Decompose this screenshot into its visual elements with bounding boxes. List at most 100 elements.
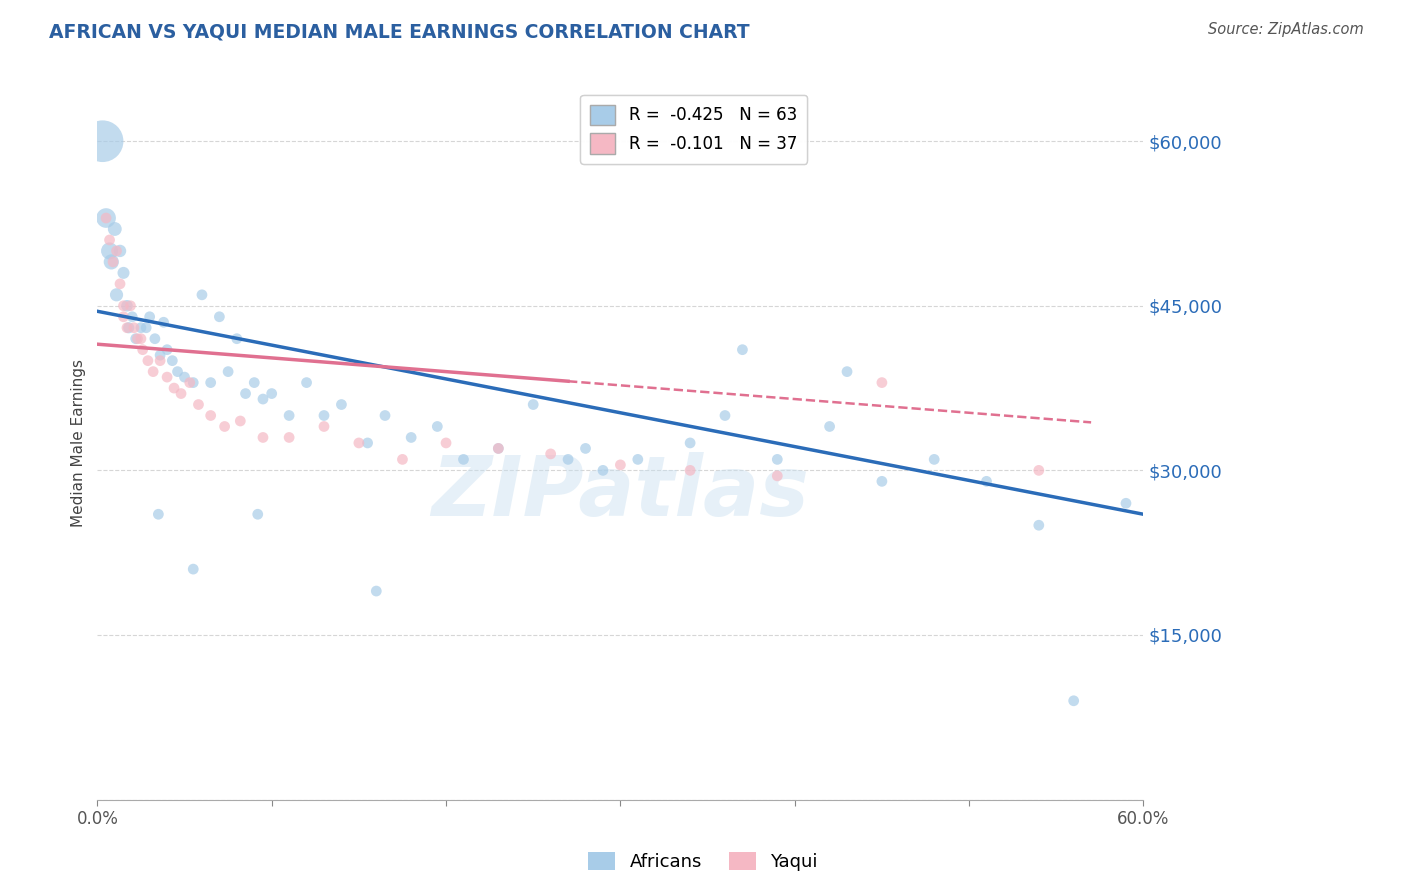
Point [105, 288, 128, 302]
Point [434, 436, 457, 450]
Point [557, 452, 579, 467]
Point [101, 255, 124, 269]
Point [181, 562, 204, 576]
Point [870, 376, 893, 390]
Point [252, 430, 274, 444]
Point [108, 277, 131, 291]
Point [540, 447, 562, 461]
Point [200, 409, 222, 423]
Point [399, 430, 422, 444]
Text: AFRICAN VS YAQUI MEDIAN MALE EARNINGS CORRELATION CHART: AFRICAN VS YAQUI MEDIAN MALE EARNINGS CO… [49, 22, 749, 41]
Point [766, 468, 789, 483]
Point [163, 381, 186, 395]
Point [766, 452, 789, 467]
Point [98, 244, 121, 258]
Point [679, 436, 702, 450]
Point [330, 398, 353, 412]
Point [170, 386, 193, 401]
Point [229, 414, 252, 428]
Point [252, 392, 274, 406]
Point [131, 343, 153, 357]
Point [135, 320, 157, 334]
Point [679, 463, 702, 477]
Point [453, 452, 475, 467]
Point [108, 244, 131, 258]
Point [104, 222, 127, 236]
Point [312, 419, 335, 434]
Point [94, 211, 117, 225]
Point [356, 436, 378, 450]
Point [347, 436, 370, 450]
Point [115, 320, 138, 334]
Point [1028, 518, 1050, 533]
Point [129, 320, 152, 334]
Point [173, 370, 195, 384]
Text: ZIPatlas: ZIPatlas [432, 452, 810, 533]
Point [162, 353, 184, 368]
Point [486, 442, 509, 456]
Point [100, 255, 122, 269]
Point [122, 320, 145, 334]
Point [181, 376, 204, 390]
Point [156, 343, 179, 357]
Point [391, 452, 413, 467]
Point [835, 365, 858, 379]
Point [200, 376, 222, 390]
Point [922, 452, 945, 467]
Point [208, 310, 231, 324]
Point [217, 365, 239, 379]
Point [522, 398, 544, 412]
Point [818, 419, 841, 434]
Point [105, 244, 128, 258]
Point [574, 442, 596, 456]
Y-axis label: Median Male Earnings: Median Male Earnings [72, 359, 86, 527]
Point [312, 409, 335, 423]
Point [260, 386, 283, 401]
Point [118, 320, 141, 334]
Point [98, 233, 121, 247]
Point [179, 376, 201, 390]
Point [366, 584, 388, 599]
Point [1063, 694, 1085, 708]
Point [278, 409, 301, 423]
Point [609, 458, 631, 472]
Point [149, 348, 172, 362]
Point [94, 211, 117, 225]
Point [152, 315, 174, 329]
Point [148, 508, 170, 522]
Point [125, 332, 148, 346]
Point [246, 508, 269, 522]
Point [120, 299, 142, 313]
Point [714, 409, 737, 423]
Point [121, 310, 143, 324]
Point [627, 452, 650, 467]
Point [976, 475, 998, 489]
Point [156, 370, 179, 384]
Point [142, 365, 165, 379]
Point [1028, 463, 1050, 477]
Point [191, 288, 214, 302]
Point [731, 343, 754, 357]
Point [295, 376, 318, 390]
Point [486, 442, 509, 456]
Point [187, 398, 209, 412]
Point [1115, 496, 1137, 510]
Legend: Africans, Yaqui: Africans, Yaqui [581, 845, 825, 879]
Point [592, 463, 614, 477]
Point [115, 299, 138, 313]
Point [166, 365, 188, 379]
Point [91, 134, 114, 148]
Point [127, 332, 149, 346]
Point [138, 310, 160, 324]
Point [243, 376, 266, 390]
Point [129, 332, 152, 346]
Legend: R =  -0.425   N = 63, R =  -0.101   N = 37: R = -0.425 N = 63, R = -0.101 N = 37 [581, 95, 807, 164]
Text: Source: ZipAtlas.com: Source: ZipAtlas.com [1208, 22, 1364, 37]
Point [112, 266, 135, 280]
Point [214, 419, 236, 434]
Point [225, 332, 247, 346]
Point [374, 409, 396, 423]
Point [143, 332, 166, 346]
Point [278, 430, 301, 444]
Point [112, 310, 135, 324]
